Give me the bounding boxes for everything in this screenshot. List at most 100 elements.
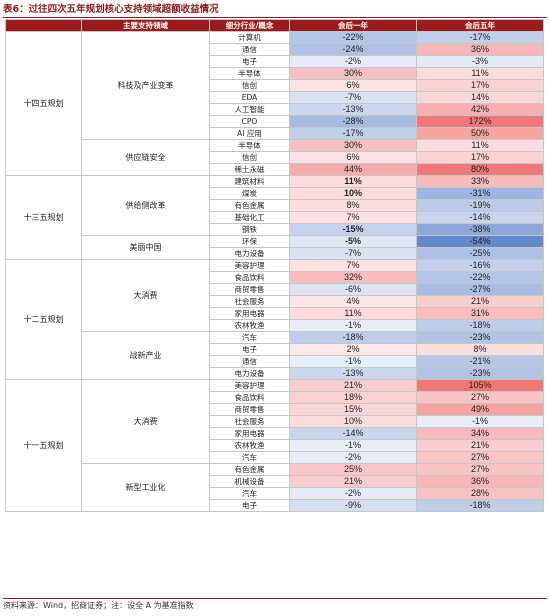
header-area: 主要支持领域 (81, 19, 210, 32)
sector-cell: 社会服务 (209, 295, 290, 308)
five-year-return-cell: -19% (416, 199, 544, 212)
sector-cell: 煤炭 (209, 187, 290, 200)
sector-cell: 电子 (209, 55, 290, 68)
five-year-return-cell: 31% (416, 307, 544, 320)
sector-cell: 基础化工 (209, 211, 290, 224)
one-year-return-cell: 21% (289, 475, 417, 488)
sector-cell: 半导体 (209, 139, 290, 152)
table-row: 商贸零售 15% 49% (6, 403, 544, 416)
one-year-return-cell: -9% (289, 499, 417, 512)
five-year-return-cell: -17% (416, 31, 544, 44)
one-year-return-cell: -7% (289, 91, 417, 104)
sector-cell: 电子 (209, 499, 290, 512)
five-year-return-cell: 36% (416, 475, 544, 488)
sector-cell: 建筑材料 (209, 175, 290, 188)
one-year-return-cell: -13% (289, 367, 417, 380)
one-year-return-cell: -6% (289, 283, 417, 296)
one-year-return-cell: 7% (289, 211, 417, 224)
five-year-return-cell: 27% (416, 391, 544, 404)
sector-cell: 信创 (209, 79, 290, 92)
one-year-return-cell: 11% (289, 307, 417, 320)
sector-cell: 食品饮料 (209, 391, 290, 404)
sector-cell: AI 应用 (209, 127, 290, 140)
five-year-return-cell: -31% (416, 187, 544, 200)
sector-cell: 有色金属 (209, 463, 290, 476)
one-year-return-cell: -1% (289, 439, 417, 452)
five-year-return-cell: -54% (416, 235, 544, 248)
sector-cell: 电力设备 (209, 247, 290, 260)
table-row: 十四五规划 科技及产业变革 计算机 -22% -17% (5, 31, 544, 176)
five-year-return-cell: 36% (416, 43, 544, 56)
one-year-return-cell: 44% (289, 163, 417, 176)
table-row: 食品饮料 32% -22% (6, 271, 544, 284)
table-row: CPO -28% 172% (6, 115, 544, 128)
five-year-return-cell: 21% (416, 295, 544, 308)
sector-cell: 美容护理 (209, 379, 290, 392)
one-year-return-cell: -28% (289, 115, 417, 128)
five-year-return-cell: -16% (416, 259, 544, 272)
five-year-return-cell: -38% (416, 223, 544, 236)
sector-cell: 通信 (209, 43, 290, 56)
table-row: 通信 -24% 36% (6, 43, 544, 56)
one-year-return-cell: 4% (289, 295, 417, 308)
sector-cell: 农林牧渔 (209, 439, 290, 452)
one-year-return-cell: 2% (289, 343, 417, 356)
table-row: 农林牧渔 -1% 21% (6, 439, 544, 452)
one-year-return-cell: 15% (289, 403, 417, 416)
header-plan (5, 19, 82, 32)
table-row: 战新产业 汽车 -18% -23% (6, 331, 544, 380)
table-body: 十四五规划 科技及产业变革 计算机 -22% -17% 通信 -24% 36% 电子 -2% -3%… (5, 31, 544, 512)
one-year-return-cell: -14% (289, 427, 417, 440)
five-year-return-cell: -14% (416, 211, 544, 224)
table-row: 钢铁 -15% -38% (6, 223, 544, 236)
one-year-return-cell: -5% (289, 235, 417, 248)
table-row: 商贸零售 -6% -27% (6, 283, 544, 296)
sector-cell: EDA (209, 91, 290, 104)
five-year-return-cell: 28% (416, 487, 544, 500)
five-year-return-cell: 49% (416, 403, 544, 416)
five-year-return-cell: 21% (416, 439, 544, 452)
one-year-return-cell: 32% (289, 271, 417, 284)
excess-return-table: 主要支持领域 细分行业/概念 会后一年 会后五年 十四五规划 科技及产业变革 计算机… (5, 19, 544, 512)
sector-cell: 有色金属 (209, 199, 290, 212)
one-year-return-cell: 25% (289, 463, 417, 476)
sector-cell: 信创 (209, 151, 290, 164)
plan-cell: 十三五规划 (5, 175, 82, 260)
five-year-return-cell: -23% (416, 331, 544, 344)
source-divider (3, 598, 547, 599)
plan-cell: 十四五规划 (5, 31, 82, 176)
support-area-cell: 大消费 (81, 379, 210, 464)
five-year-return-cell: 27% (416, 463, 544, 476)
table-row: 农林牧渔 -1% -18% (6, 319, 544, 332)
one-year-return-cell: -1% (289, 319, 417, 332)
plan-cell: 十二五规划 (5, 259, 82, 380)
five-year-return-cell: 14% (416, 91, 544, 104)
five-year-return-cell: 80% (416, 163, 544, 176)
sector-cell: 汽车 (209, 331, 290, 344)
sector-cell: 商贸零售 (209, 403, 290, 416)
sector-cell: 钢铁 (209, 223, 290, 236)
support-area-cell: 供给侧改革 (81, 175, 210, 236)
table-row: 供应链安全 半导体 30% 11% (6, 139, 544, 176)
table-row: 十三五规划 供给侧改革 建筑材料 11% 33% (5, 175, 544, 260)
one-year-return-cell: 7% (289, 259, 417, 272)
table-row: 机械设备 21% 36% (6, 475, 544, 488)
five-year-return-cell: -23% (416, 367, 544, 380)
sector-cell: 机械设备 (209, 475, 290, 488)
five-year-return-cell: 17% (416, 79, 544, 92)
one-year-return-cell: 30% (289, 139, 417, 152)
one-year-return-cell: -2% (289, 451, 417, 464)
sector-cell: 人工智能 (209, 103, 290, 116)
sector-cell: 稀土永磁 (209, 163, 290, 176)
source-note: 资料来源：Wind，招商证券；注：设全 A 为基准指数 (3, 601, 194, 610)
one-year-return-cell: -24% (289, 43, 417, 56)
sector-cell: 家用电器 (209, 307, 290, 320)
support-area-cell: 新型工业化 (81, 463, 210, 512)
one-year-return-cell: -15% (289, 223, 417, 236)
one-year-return-cell: 21% (289, 379, 417, 392)
support-area-cell: 美丽中国 (81, 235, 210, 260)
title-divider (3, 17, 547, 18)
sector-cell: 环保 (209, 235, 290, 248)
table-row: 电子 -9% -18% (6, 499, 544, 512)
table-row: 汽车 -2% 27% (6, 451, 544, 464)
